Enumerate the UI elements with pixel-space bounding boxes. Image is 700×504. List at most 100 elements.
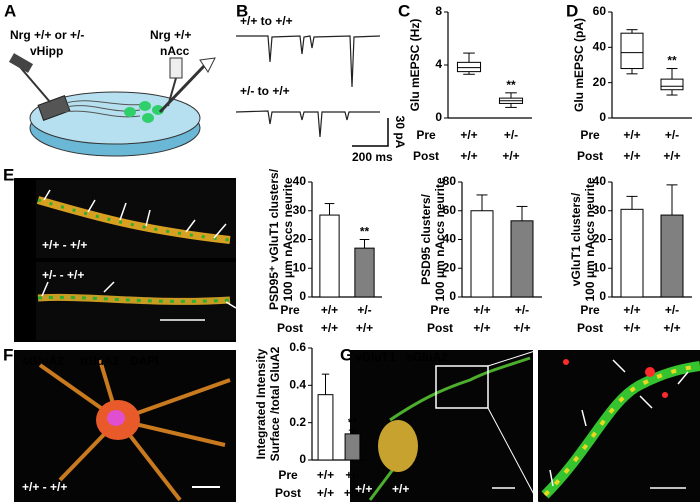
x-tick-label: +/+ xyxy=(623,303,640,317)
y-tick-label: 0.6 xyxy=(289,340,306,354)
row-label: Post xyxy=(275,486,301,500)
y-axis-label: vGluT1 clusters/ xyxy=(569,192,583,286)
x-tick-label: +/+ xyxy=(460,149,477,163)
scale-x: 200 ms xyxy=(352,150,393,164)
donor-region: vHipp xyxy=(30,44,63,58)
x-tick-label: +/+ xyxy=(317,486,334,500)
stain-label: sGluA2 xyxy=(22,354,64,368)
stain-label: PSD95 xyxy=(16,196,30,234)
y-tick-label: 30 xyxy=(593,203,607,217)
row-label: Post xyxy=(577,149,603,163)
y-tick-label: 60 xyxy=(593,4,607,18)
significance: ** xyxy=(360,225,370,239)
bar xyxy=(319,214,340,298)
y-tick-label: 0 xyxy=(449,289,456,303)
row-label: Post xyxy=(413,149,439,163)
x-tick-label: +/- xyxy=(345,468,359,482)
x-tick-label: +/+ xyxy=(663,149,680,163)
y-axis-label: Integrated Intensity xyxy=(254,348,268,459)
y-tick-label: 10 xyxy=(293,260,307,274)
stain-label: vGluT1 xyxy=(16,279,30,320)
image-label: +/+ xyxy=(392,482,409,496)
y-tick-label: 0 xyxy=(599,110,606,124)
y-tick-label: 0 xyxy=(435,110,442,124)
x-tick-label: +/+ xyxy=(473,321,490,335)
bar xyxy=(470,210,494,298)
panel-label: B xyxy=(236,1,248,20)
panel-label: C xyxy=(398,1,410,20)
y-tick-label: 40 xyxy=(293,174,307,188)
row-label: Pre xyxy=(430,303,450,317)
panel-label: A xyxy=(4,1,16,20)
bar xyxy=(354,247,375,298)
y-tick-label: 40 xyxy=(443,232,457,246)
panel-label: D xyxy=(566,1,578,20)
y-tick-label: 30 xyxy=(293,203,307,217)
x-tick-label: +/- xyxy=(665,303,679,317)
y-tick-label: 0.4 xyxy=(289,378,306,392)
y-tick-label: 40 xyxy=(593,174,607,188)
box xyxy=(620,32,644,70)
y-tick-label: 20 xyxy=(593,75,607,89)
x-tick-label: +/+ xyxy=(473,303,490,317)
row-label: Post xyxy=(577,321,603,335)
x-tick-label: +/+ xyxy=(321,303,338,317)
stain-label: DAPI xyxy=(130,354,159,368)
x-tick-label: +/+ xyxy=(460,128,477,142)
stain-label: tGluA2 xyxy=(80,354,120,368)
image-label: +/- - +/+ xyxy=(42,268,84,282)
x-tick-label: +/+ xyxy=(321,321,338,335)
trace-label: +/- to +/+ xyxy=(240,84,290,98)
stain-label: vGluT1 xyxy=(355,350,396,364)
y-axis-label: 100 μm nAccs neurite xyxy=(433,177,447,301)
significance: ** xyxy=(506,78,516,92)
row-label: Pre xyxy=(580,128,600,142)
y-axis-label: PSD95⁺ vGluT1 clusters/ xyxy=(267,168,281,310)
bar xyxy=(620,208,644,298)
culture-schematic: Nrg +/+ or +/- vHipp Nrg +/+ nAcc xyxy=(8,28,216,157)
y-axis-label: Glu mEPSC (Hz) xyxy=(408,19,422,112)
micrograph-g: vGluT1 sGluA2 +/+ +/+ xyxy=(350,349,700,503)
y-tick-label: 20 xyxy=(593,232,607,246)
stain-label: sGluA2 xyxy=(406,350,448,364)
y-tick-label: 4 xyxy=(435,57,442,71)
y-tick-label: 0.2 xyxy=(289,415,306,429)
x-tick-label: +/+ xyxy=(623,321,640,335)
donor-label: Nrg +/+ or +/- xyxy=(10,28,84,42)
row-label: Pre xyxy=(278,468,298,482)
box xyxy=(660,78,684,91)
y-axis-label: PSD95 clusters/ xyxy=(419,193,433,284)
x-tick-label: +/- xyxy=(357,303,371,317)
panel-label: E xyxy=(3,165,14,184)
x-tick-label: +/+ xyxy=(623,128,640,142)
x-tick-label: +/- xyxy=(665,128,679,142)
bar xyxy=(317,394,334,461)
x-tick-label: +/+ xyxy=(623,149,640,163)
image-label: +/+ xyxy=(355,482,372,496)
image-label: +/+ - +/+ xyxy=(22,480,67,494)
y-tick-label: 10 xyxy=(593,260,607,274)
y-tick-label: 0 xyxy=(299,289,306,303)
significance: ** xyxy=(667,54,677,68)
y-tick-label: 20 xyxy=(443,260,457,274)
y-axis-label: Surface /total GluA2 xyxy=(268,346,282,461)
x-tick-label: +/+ xyxy=(513,321,530,335)
trace-label: +/+ to +/+ xyxy=(240,14,293,28)
bar xyxy=(660,214,684,298)
x-tick-label: +/+ xyxy=(502,149,519,163)
x-tick-label: +/+ xyxy=(344,486,361,500)
y-tick-label: 20 xyxy=(293,232,307,246)
row-label: Pre xyxy=(280,303,300,317)
y-axis-label: 100 μm nAccs neurite xyxy=(583,177,597,301)
panel-label: F xyxy=(3,345,13,364)
row-label: Post xyxy=(277,321,303,335)
y-tick-label: 60 xyxy=(443,203,457,217)
row-label: Pre xyxy=(416,128,436,142)
y-tick-label: 0 xyxy=(599,289,606,303)
x-tick-label: +/+ xyxy=(663,321,680,335)
x-tick-label: +/- xyxy=(504,128,518,142)
micrograph-f: sGluA2 tGluA2 DAPI +/+ - +/+ xyxy=(14,350,236,502)
y-axis-label: Glu mEPSC (pA) xyxy=(572,18,586,112)
